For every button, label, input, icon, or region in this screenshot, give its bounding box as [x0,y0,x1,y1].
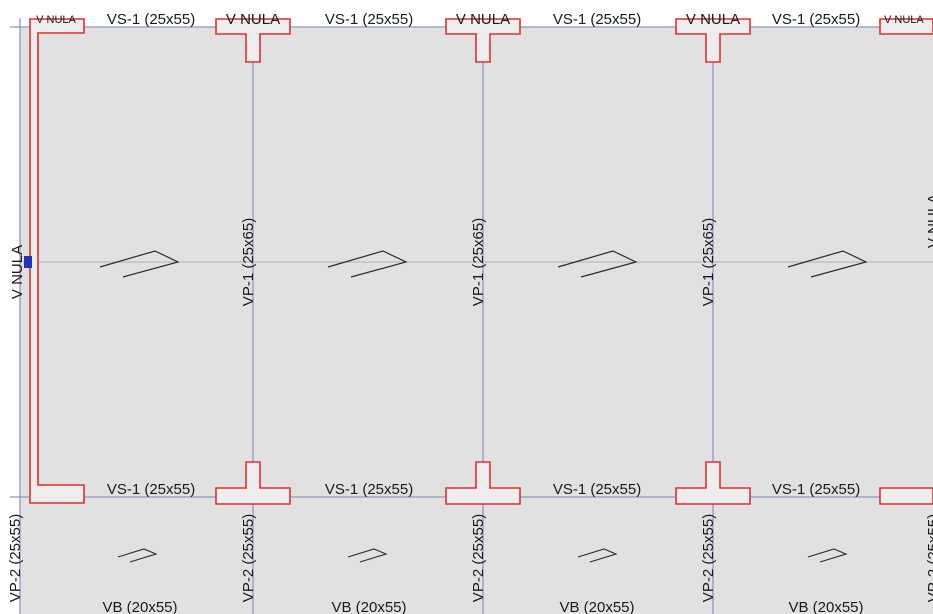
beam-label-top[interactable]: VS-1 (25x55) [553,11,641,28]
node-marker[interactable] [24,256,32,268]
slab-direction-symbol [327,250,408,278]
beam-label-bottom[interactable]: VB (20x55) [788,599,863,614]
support-top-t1[interactable] [215,18,291,63]
beam-label-vertical-lower[interactable]: VP-2 (25x55) [470,514,487,602]
beam-label-top[interactable]: V NULA [226,11,280,28]
slab-panel[interactable] [253,497,483,614]
slab-direction-symbol [807,548,848,563]
support-top-t2[interactable] [445,18,521,63]
slab-direction-symbols [99,250,868,278]
slab-direction-symbol [787,250,868,278]
slab-panel[interactable] [483,497,713,614]
beam-label-middle[interactable]: VS-1 (25x55) [553,481,641,498]
beam-label-bottom[interactable]: VB (20x55) [331,599,406,614]
beam-label-vertical[interactable]: VP-1 (25x65) [470,218,487,306]
support-top-right[interactable] [879,18,933,35]
beam-label-vertical-lower[interactable]: VP-2 (25x55) [925,514,933,602]
slab-panel[interactable] [713,497,933,614]
beam-label-top[interactable]: VS-1 (25x55) [107,11,195,28]
beam-label-vertical[interactable]: V NULA [925,194,933,248]
slab-direction-symbol [347,548,388,563]
support-top-t3[interactable] [675,18,751,63]
beam-label-vertical-lower[interactable]: VP-2 (25x55) [700,514,717,602]
beam-label-middle[interactable]: VS-1 (25x55) [107,481,195,498]
page-margin [0,0,10,614]
support-bottom-right[interactable] [879,487,933,505]
beam-label-vertical-lower[interactable]: VP-2 (25x55) [240,514,257,602]
support-outlines [29,18,933,505]
beam-label-bottom[interactable]: VB (20x55) [102,599,177,614]
beam-label-top[interactable]: V NULA [36,14,76,26]
beam-label-vertical[interactable]: VP-1 (25x65) [700,218,717,306]
beam-label-top[interactable]: V NULA [456,11,510,28]
beam-label-middle[interactable]: VS-1 (25x55) [772,481,860,498]
beam-label-middle[interactable]: VS-1 (25x55) [325,481,413,498]
support-bottom-t1[interactable] [215,461,291,505]
slab-direction-symbol [99,250,180,278]
beam-label-bottom[interactable]: VB (20x55) [559,599,634,614]
slab-direction-symbol [117,548,158,563]
beam-label-vertical[interactable]: V NULA [9,245,26,299]
support-bottom-t3[interactable] [675,461,751,505]
beam-label-top[interactable]: V NULA [686,11,740,28]
slab-direction-symbol [577,548,618,563]
slab-panel[interactable] [20,497,253,614]
support-bottom-t2[interactable] [445,461,521,505]
beam-label-top[interactable]: VS-1 (25x55) [772,11,860,28]
beam-label-vertical[interactable]: VP-1 (25x65) [240,218,257,306]
beam-label-top[interactable]: V NULA [884,14,924,26]
beam-label-top[interactable]: VS-1 (25x55) [325,11,413,28]
slab-direction-symbol [557,250,638,278]
beam-label-vertical-lower[interactable]: VP-2 (25x55) [7,514,24,602]
slab-direction-symbols-small [117,548,848,563]
support-left-wall[interactable] [29,18,85,504]
